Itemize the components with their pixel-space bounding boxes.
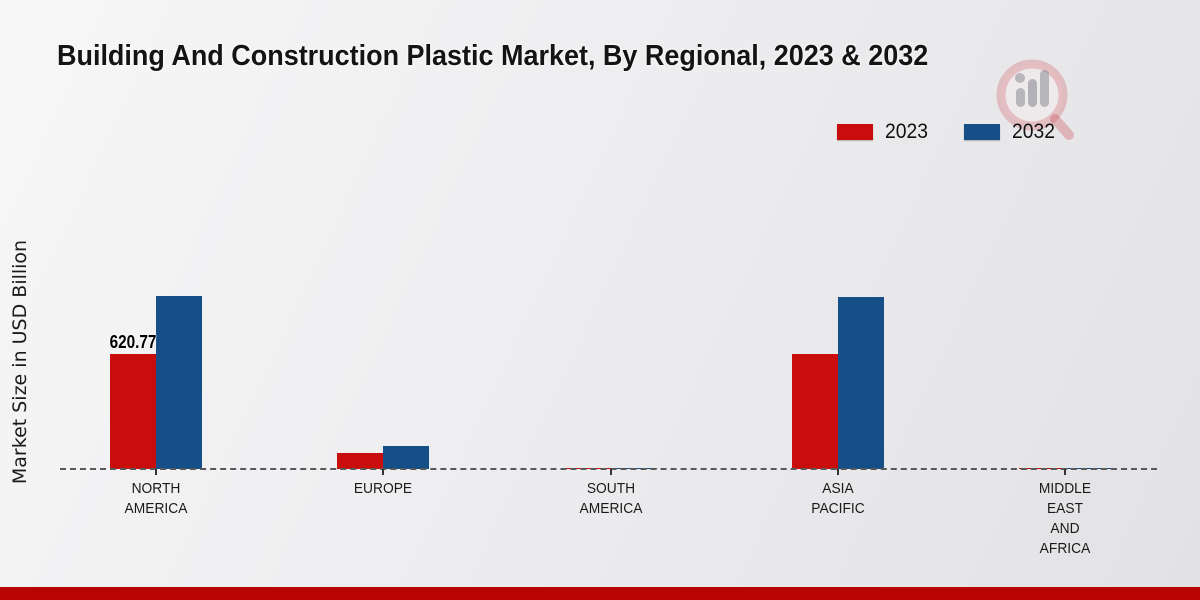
- footer-accent-bar: [0, 587, 1200, 600]
- bar-2023-europe: [337, 452, 384, 469]
- x-tick-south-america: [609, 469, 612, 475]
- legend-label-2023: 2023: [885, 120, 928, 143]
- x-tick-europe: [382, 469, 385, 475]
- category-label-north-america: NORTH AMERICA: [124, 480, 188, 517]
- legend-item-2032: 2032: [963, 120, 1059, 144]
- bar-2032-asia-pacific: [837, 296, 884, 469]
- x-tick-north-america: [155, 469, 157, 475]
- category-label-south-america: SOUTH AMERICA: [579, 480, 642, 517]
- bar-2023-north-america: [110, 353, 156, 469]
- x-tick-middle-east-and-africa: [1064, 469, 1066, 475]
- bar-2032-north-america: [156, 296, 202, 469]
- legend-label-2032: 2032: [1011, 120, 1055, 143]
- bar-2023-asia-pacific: [791, 354, 838, 469]
- legend: 2023 2032: [837, 120, 1058, 144]
- legend-item-2023: 2023: [837, 120, 932, 144]
- legend-swatch-2023: [837, 124, 873, 140]
- baseline-dashed-line: [60, 468, 1157, 470]
- category-label-middle-east-and-africa: MIDDLE EAST AND AFRICA: [1038, 480, 1092, 557]
- x-tick-asia-pacific: [836, 469, 839, 475]
- chart-title: Building And Construction Plastic Market…: [57, 40, 929, 72]
- plot-area: NORTH AMERICA EUROPE SOUTH AMERICA ASIA PAC…: [60, 283, 1157, 557]
- bar-value-label-2023-north-america: 620.77: [109, 331, 157, 352]
- bar-2032-europe: [383, 445, 430, 469]
- category-label-asia-pacific: ASIA PACIFIC: [811, 480, 865, 517]
- y-axis-label: Market Size in USD Billion: [9, 239, 31, 485]
- legend-swatch-2032: [963, 124, 1000, 140]
- category-label-europe: EUROPE: [354, 480, 413, 497]
- brand-watermark-icon: [996, 59, 1074, 140]
